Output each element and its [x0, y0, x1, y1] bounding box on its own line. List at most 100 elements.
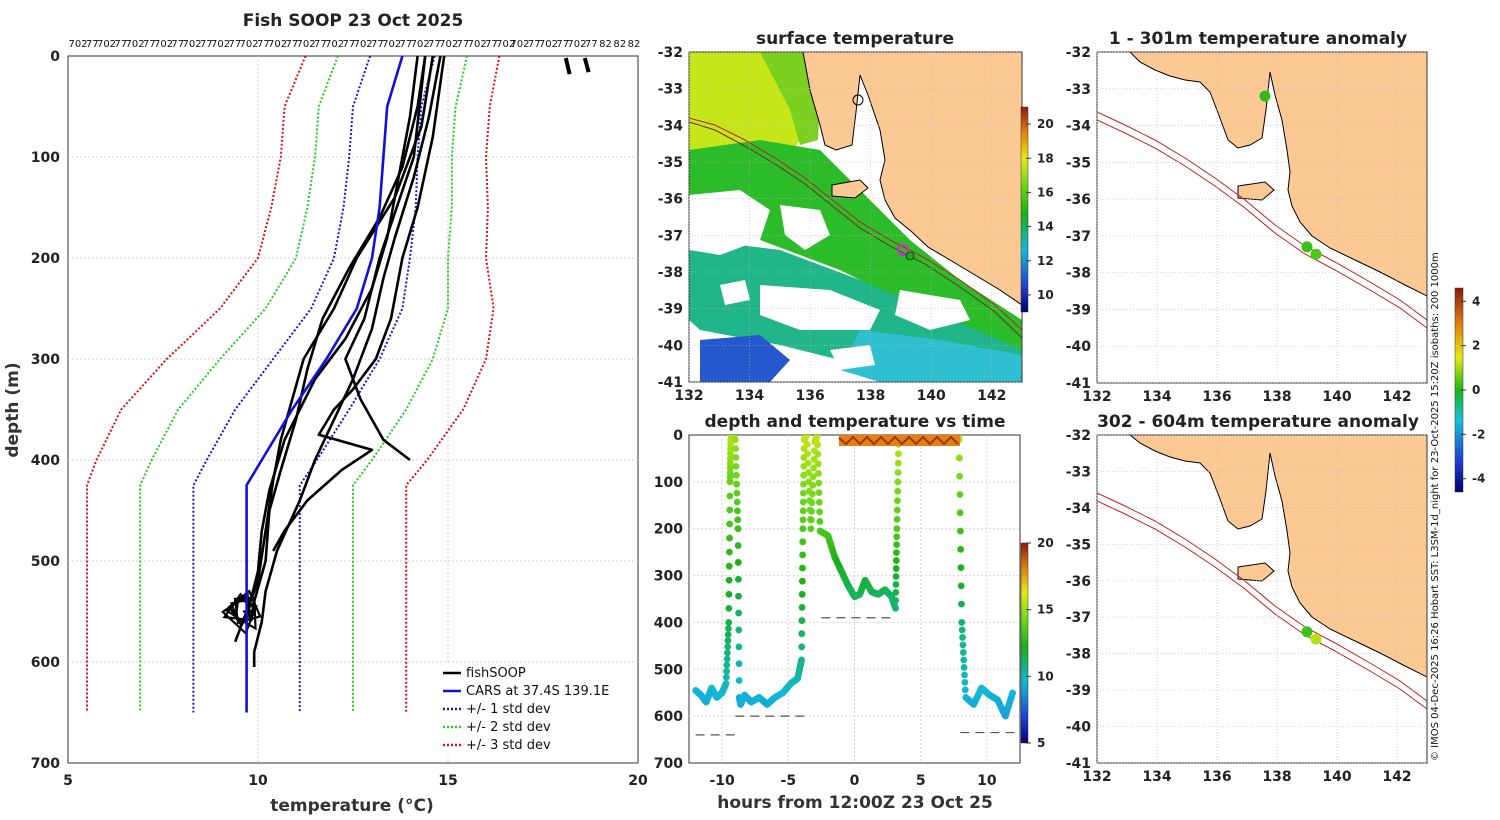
- sst-blue-patch: [700, 335, 790, 382]
- map-xtick: 132: [674, 388, 703, 404]
- profile-top-count: 702: [354, 39, 373, 50]
- map-ytick: -33: [1066, 464, 1091, 480]
- profile-ytick: 600: [31, 655, 60, 671]
- colorbar-ticklabel: 5: [1037, 736, 1045, 750]
- profile-top-count: 702: [68, 39, 87, 50]
- map-ytick: -40: [1066, 720, 1092, 736]
- map-xtick: 138: [1262, 769, 1291, 785]
- track-point: [727, 445, 734, 453]
- map-ytick: -40: [658, 338, 684, 354]
- profile-top-count: 77: [400, 39, 413, 50]
- track-point: [814, 435, 821, 439]
- track-point: [815, 498, 823, 506]
- profile-xticks: 5 10 15 20: [63, 773, 648, 789]
- track-point: [893, 533, 901, 541]
- surface-marker-end: [905, 251, 915, 261]
- track-point: [734, 575, 742, 583]
- map-xtick: 140: [1322, 389, 1351, 405]
- profile-top-count: 702: [268, 39, 287, 50]
- track-point: [799, 525, 807, 533]
- anomaly-point: [1259, 90, 1271, 102]
- colorbar-ticklabel: 18: [1037, 151, 1054, 165]
- profile-top-count: 82: [628, 39, 641, 50]
- track-point: [734, 559, 742, 566]
- fishsoop-bottom-tangle: [221, 589, 262, 636]
- time-xtick: -5: [781, 773, 797, 789]
- track-point: [814, 441, 822, 449]
- colorbar-ticklabel: -4: [1472, 472, 1485, 486]
- surface-temperature-panel: surface temperature: [658, 29, 1054, 404]
- track-point: [732, 445, 740, 452]
- track-point: [958, 600, 965, 608]
- profile-top-count: 77: [585, 39, 598, 50]
- track-point: [957, 527, 964, 535]
- track-point: [810, 455, 818, 463]
- track-point: [799, 507, 807, 515]
- profile-ytick: 700: [31, 756, 60, 772]
- profile-top-count: 77: [314, 39, 327, 50]
- map-ytick: -39: [658, 302, 683, 318]
- track-point: [1009, 689, 1016, 697]
- legend-label: +/- 1 std dev: [466, 702, 551, 717]
- fishsoop-profile: [272, 55, 446, 552]
- map-xtick: 136: [1202, 769, 1231, 785]
- track-point: [727, 450, 734, 458]
- track-point: [893, 541, 901, 549]
- track-point: [732, 462, 740, 470]
- anom2-isobath-1000: [1097, 500, 1427, 710]
- track-point: [799, 516, 807, 524]
- time-ytick: 300: [654, 569, 683, 585]
- track-point: [798, 630, 806, 638]
- colorbar-ticklabel: 2: [1472, 339, 1480, 353]
- profile-top-count: 77: [228, 39, 241, 50]
- track-point: [798, 643, 806, 651]
- colorbar-ticklabel: 16: [1037, 185, 1054, 199]
- surface-colorbar: [1020, 106, 1029, 313]
- profile-top-count: 77: [86, 39, 99, 50]
- track-point: [733, 489, 741, 497]
- fishsoop-profile: [233, 55, 435, 643]
- track-point: [724, 631, 732, 639]
- track-point: [724, 643, 732, 651]
- time-gridlines: [689, 435, 1020, 763]
- track-point: [807, 516, 815, 524]
- track-point: [725, 604, 733, 612]
- profile-top-count: 77: [257, 39, 270, 50]
- anomaly-colorbar-ticks: -4 -2 0 2 4: [1461, 294, 1485, 486]
- colorbar-ticklabel: 4: [1472, 294, 1480, 308]
- track-point: [723, 667, 731, 675]
- track-point: [726, 455, 734, 462]
- track-point: [733, 480, 741, 488]
- profile-top-count: 702: [468, 39, 487, 50]
- profile-ytick: 100: [31, 150, 60, 166]
- surface-island: [831, 179, 869, 199]
- track-point: [807, 525, 815, 533]
- profile-top-count: 702: [183, 39, 202, 50]
- map-xtick: 132: [1082, 389, 1111, 405]
- track-point: [892, 557, 900, 564]
- track-point: [798, 577, 806, 585]
- surface-title: surface temperature: [756, 29, 954, 49]
- anom2-xticks: 132 134 136 138 140 142: [1082, 769, 1411, 785]
- profile-top-count: 77: [371, 39, 384, 50]
- profile-top-count: 77: [428, 39, 441, 50]
- anom1-title: 1 - 301m temperature anomaly: [1109, 29, 1407, 49]
- time-xtick: 10: [977, 773, 997, 789]
- profile-xlabel-text: temperature (°C): [270, 796, 434, 816]
- track-point: [725, 590, 733, 598]
- track-point: [799, 551, 806, 559]
- colorbar-ticklabel: 12: [1037, 254, 1054, 268]
- track-point: [734, 525, 742, 533]
- track-point: [726, 459, 734, 467]
- map-ytick: -38: [658, 265, 683, 281]
- time-title: depth and temperature vs time: [705, 412, 1006, 432]
- profile-top-count: 702: [297, 39, 316, 50]
- sd1-upper-line: [298, 55, 436, 713]
- time-track: [692, 435, 1016, 720]
- map-ytick: -35: [658, 155, 683, 171]
- map-ytick: -34: [1066, 501, 1092, 517]
- track-point: [956, 509, 964, 517]
- track-point: [804, 450, 812, 458]
- map-xtick: 140: [917, 388, 946, 404]
